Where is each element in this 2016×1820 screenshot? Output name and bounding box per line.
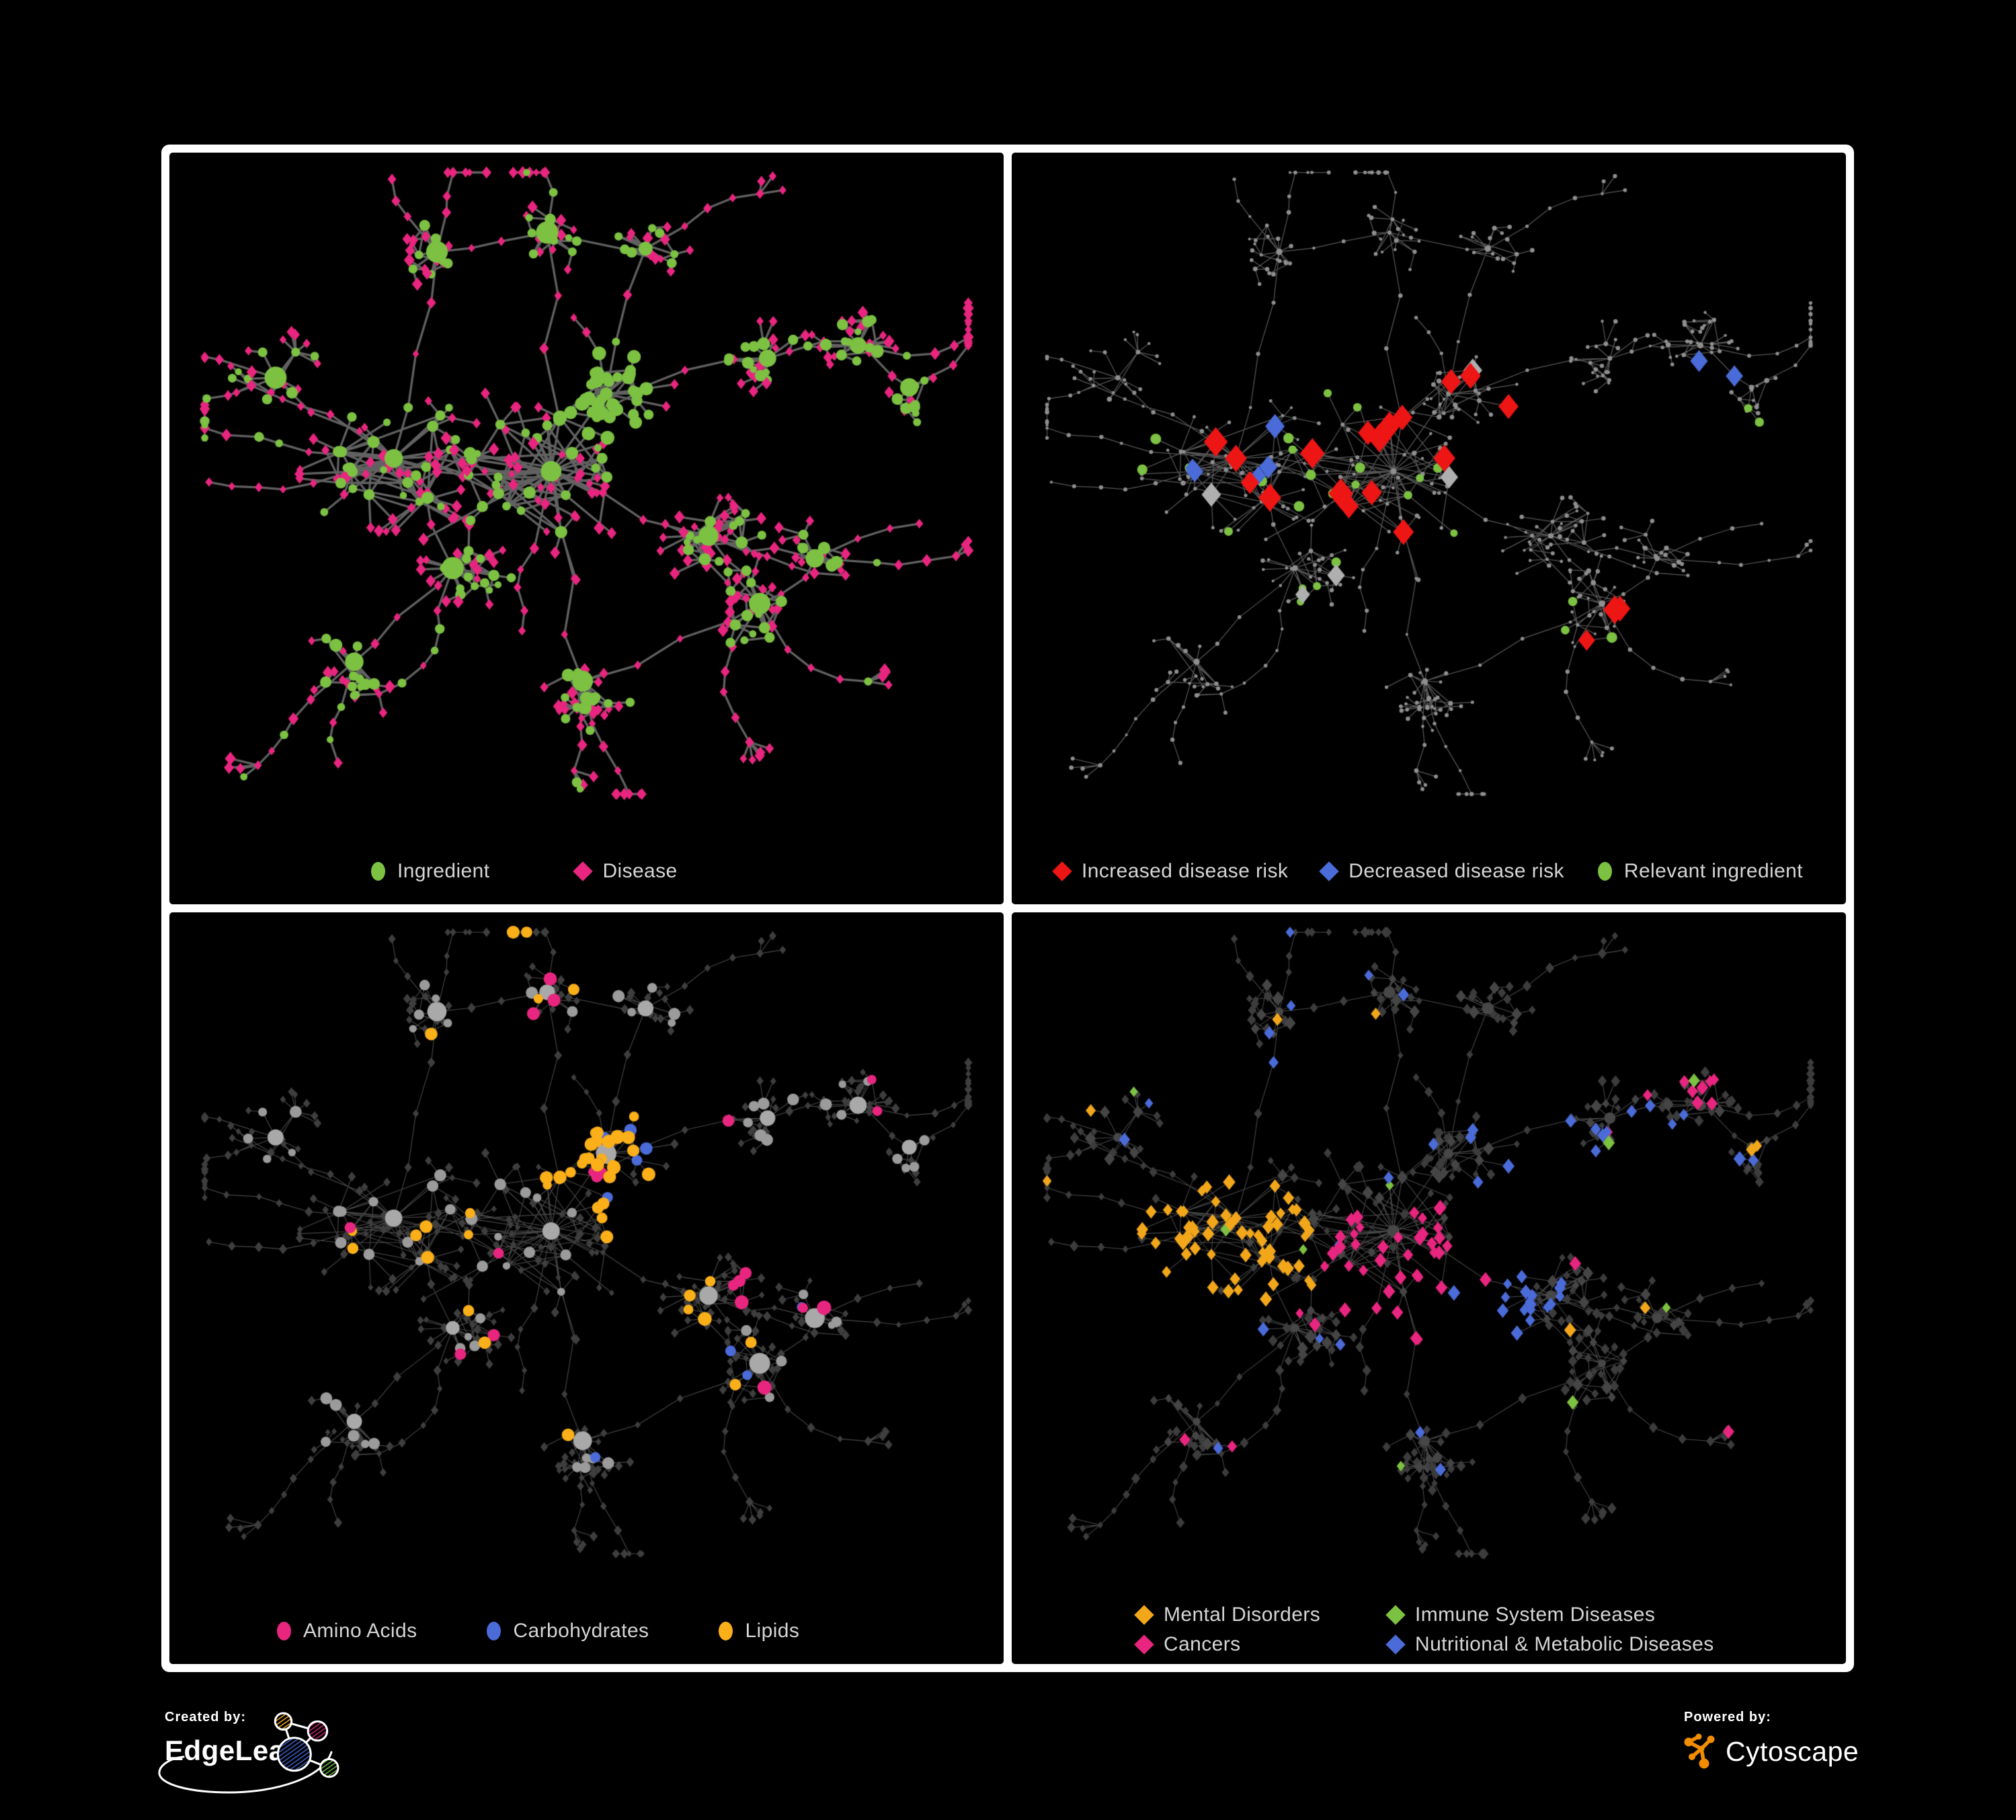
created-by-label: Created by: <box>165 1710 247 1725</box>
cytoscape-wordmark: Cytoscape <box>1726 1736 1859 1767</box>
network-canvas-nutrient-classes <box>169 912 1004 1664</box>
legend-item-label: Decreased disease risk <box>1348 860 1564 882</box>
panel-disease-risk: Increased disease risk Decreased disease … <box>1012 153 1846 904</box>
legend-item: Disease <box>573 860 678 882</box>
legend-item: Increased disease risk <box>1052 860 1289 882</box>
powered-by-label: Powered by: <box>1684 1710 1771 1725</box>
legend-item: Amino Acids <box>277 1621 417 1641</box>
cytoscape-logo-icon <box>1684 1733 1715 1769</box>
legend-item: Lipids <box>719 1621 799 1641</box>
legend-disease-risk: Increased disease risk Decreased disease … <box>1052 860 1803 882</box>
legend-item-label: Nutritional & Metabolic Diseases <box>1415 1633 1714 1655</box>
legend-item-label: Relevant ingredient <box>1623 860 1803 882</box>
legend-marker-circle-icon <box>487 1622 501 1640</box>
legend-item: Cancers <box>1134 1633 1388 1655</box>
legend-marker-diamond-icon <box>1134 1634 1154 1655</box>
legend-marker-circle-icon <box>719 1622 733 1640</box>
legend-item: Carbohydrates <box>487 1621 649 1641</box>
legend-item-label: Ingredient <box>397 860 490 882</box>
legend-item: Ingredient <box>371 861 489 881</box>
legend-item: Immune System Diseases <box>1385 1604 1714 1626</box>
legend-item: Decreased disease risk <box>1319 860 1564 882</box>
network-canvas-ingredient-disease <box>169 153 1004 904</box>
edgeleap-logo-icon <box>274 1712 339 1778</box>
legend-marker-diamond-icon <box>1319 861 1340 881</box>
legend-item-label: Disease <box>602 860 678 882</box>
legend-nutrient-classes: Amino Acids Carbohydrates Lipids <box>277 1621 799 1641</box>
legend-marker-diamond-icon <box>1052 861 1072 881</box>
panel-ingredient-disease: Ingredient Disease <box>169 153 1004 904</box>
network-canvas-disease-risk <box>1012 153 1846 904</box>
figure-board: Ingredient Disease Increased disease risk… <box>161 145 1854 1672</box>
legend-marker-diamond-icon <box>1385 1634 1406 1655</box>
legend-ingredient-disease: Ingredient Disease <box>371 861 678 881</box>
legend-item-label: Cancers <box>1164 1633 1241 1655</box>
legend-item-label: Immune System Diseases <box>1415 1604 1656 1626</box>
powered-by-credit: Powered by: Cytoscape <box>1684 1710 1886 1787</box>
legend-item-label: Mental Disorders <box>1164 1604 1321 1626</box>
legend-item-label: Lipids <box>745 1620 800 1642</box>
legend-item-label: Amino Acids <box>303 1620 417 1642</box>
legend-marker-diamond-icon <box>1385 1605 1406 1625</box>
panel-disease-categories: Mental Disorders Immune System Diseases Ca… <box>1012 912 1846 1664</box>
legend-marker-diamond-icon <box>573 861 594 881</box>
legend-item: Mental Disorders <box>1134 1604 1388 1626</box>
edgeleap-brand: EdgeLeap <box>158 1712 366 1794</box>
legend-marker-circle-icon <box>371 862 385 881</box>
edgeleap-swoosh-icon <box>158 1751 333 1794</box>
panel-nutrient-classes: Amino Acids Carbohydrates Lipids <box>169 912 1004 1664</box>
network-canvas-disease-categories <box>1012 912 1846 1664</box>
legend-marker-diamond-icon <box>1134 1605 1154 1625</box>
legend-item: Nutritional & Metabolic Diseases <box>1385 1633 1714 1655</box>
legend-item-label: Increased disease risk <box>1082 860 1289 882</box>
cytoscape-brand: Cytoscape <box>1684 1729 1886 1787</box>
legend-item: Relevant ingredient <box>1597 860 1803 882</box>
legend-marker-circle-icon <box>1597 862 1612 881</box>
legend-disease-categories: Mental Disorders Immune System Diseases Ca… <box>1134 1604 1714 1655</box>
legend-marker-circle-icon <box>277 1622 291 1640</box>
created-by-credit: Created by: EdgeLeap <box>158 1710 366 1794</box>
legend-item-label: Carbohydrates <box>513 1620 649 1642</box>
